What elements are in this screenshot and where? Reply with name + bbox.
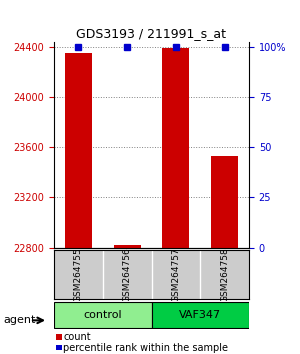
- Text: GSM264755: GSM264755: [74, 247, 83, 302]
- Bar: [211, 156, 238, 248]
- Text: control: control: [83, 310, 122, 320]
- Text: VAF347: VAF347: [179, 310, 221, 320]
- FancyBboxPatch shape: [152, 302, 249, 328]
- FancyBboxPatch shape: [54, 302, 152, 328]
- Bar: [65, 53, 92, 248]
- Title: GDS3193 / 211991_s_at: GDS3193 / 211991_s_at: [76, 27, 226, 40]
- Text: percentile rank within the sample: percentile rank within the sample: [63, 343, 228, 353]
- Bar: [163, 48, 189, 248]
- Text: GSM264758: GSM264758: [220, 247, 229, 302]
- Text: count: count: [63, 332, 91, 342]
- Bar: [114, 245, 140, 248]
- Text: agent: agent: [3, 315, 35, 325]
- Text: GSM264757: GSM264757: [171, 247, 180, 302]
- Text: GSM264756: GSM264756: [123, 247, 132, 302]
